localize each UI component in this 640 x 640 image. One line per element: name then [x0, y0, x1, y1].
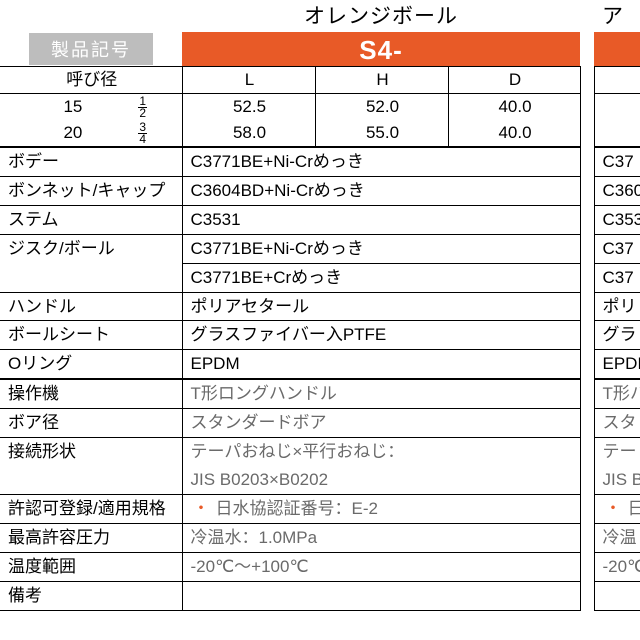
row-value: スタンダードボア	[182, 409, 580, 438]
product-title-1: オレンジボール	[182, 0, 580, 32]
row-value-2: ポリ	[594, 292, 640, 321]
product-code-value: S4-	[182, 32, 580, 66]
dim-H: 55.0	[315, 120, 448, 147]
row-value: C3531	[182, 205, 580, 234]
row-value-2: グラ	[594, 321, 640, 350]
spec-row: 最高許容圧力冷温水：1.0MPa 冷温	[0, 524, 640, 553]
spec-row: 温度範囲-20℃～+100℃ -20℃	[0, 552, 640, 581]
spec-table: 呼び径 L H D 15 12 52.5 52.0 40.0 20	[0, 66, 640, 611]
row-label: ステム	[0, 205, 182, 234]
row-value: T形ロングハンドル	[182, 379, 580, 408]
row-label: Oリング	[0, 350, 182, 379]
dim-header-H: H	[315, 67, 448, 94]
dim-H: 52.0	[315, 93, 448, 119]
dim-row: 15 12 52.5 52.0 40.0	[0, 93, 640, 119]
material-row: ステムC3531 C353	[0, 205, 640, 234]
row-label	[0, 466, 182, 494]
row-value-2	[594, 581, 640, 610]
row-value: C3771BE+Ni-Crめっき	[182, 234, 580, 263]
row-label: ボンネット/キャップ	[0, 176, 182, 205]
material-row: ジスク/ボールC3771BE+Ni-Crめっき C37	[0, 234, 640, 263]
row-label: 操作機	[0, 379, 182, 408]
row-value: 冷温水：1.0MPa	[182, 524, 580, 553]
row-label: 温度範囲	[0, 552, 182, 581]
row-label: ジスク/ボール	[0, 234, 182, 263]
dim-frac: 34	[136, 122, 147, 145]
spec-row: 接続形状テーパおねじ×平行おねじ： テー	[0, 438, 640, 466]
dim-header-L: L	[182, 67, 315, 94]
row-value-2: JIS B	[594, 466, 640, 494]
product-code-label-wrap: 製品記号	[0, 32, 182, 66]
product-code-label: 製品記号	[29, 33, 153, 65]
row-label: 最高許容圧力	[0, 524, 182, 553]
row-value	[182, 581, 580, 610]
row-label: ボア径	[0, 409, 182, 438]
row-value: JIS B0203×B0202	[182, 466, 580, 494]
dim-header-D: D	[448, 67, 580, 94]
row-label: 接続形状	[0, 438, 182, 466]
material-row: OリングEPDMEPDM	[0, 350, 640, 379]
row-label: ボールシート	[0, 321, 182, 350]
spec-row: JIS B0203×B0202 JIS B	[0, 466, 640, 494]
row-value-2: テー	[594, 438, 640, 466]
row-value-2: C37	[594, 147, 640, 176]
row-label: ハンドル	[0, 292, 182, 321]
bullet-icon: ・	[603, 499, 628, 518]
row-value-2: EPDM	[594, 350, 640, 379]
row-value: EPDM	[182, 350, 580, 379]
product-title-2: ア	[580, 0, 640, 32]
row-value-2: C37	[594, 263, 640, 292]
row-label: 許認可登録/適用規格	[0, 495, 182, 524]
row-label: ボデー	[0, 147, 182, 176]
material-row: ボールシートグラスファイバー入PTFE グラ	[0, 321, 640, 350]
row-value-2: C360	[594, 176, 640, 205]
row-label: 備考	[0, 581, 182, 610]
row-value: ・日水協認証番号：E-2	[182, 495, 580, 524]
row-value-2: 冷温	[594, 524, 640, 553]
dim-row: 20 34 58.0 55.0 40.0	[0, 120, 640, 147]
material-row: ボデーC3771BE+Ni-Crめっき C37	[0, 147, 640, 176]
dim-size: 20	[36, 122, 82, 145]
spec-row: 備考	[0, 581, 640, 610]
row-value-2: -20℃	[594, 552, 640, 581]
row-value: C3771BE+Ni-Crめっき	[182, 147, 580, 176]
material-row: ボンネット/キャップC3604BD+Ni-Crめっき C360	[0, 176, 640, 205]
dim-size: 15	[36, 96, 82, 119]
spec-row: 許認可登録/適用規格・日水協認証番号：E-2 ・日	[0, 495, 640, 524]
dim-D: 40.0	[448, 93, 580, 119]
row-value: C3604BD+Ni-Crめっき	[182, 176, 580, 205]
row-label	[0, 263, 182, 292]
row-value-2: C37	[594, 234, 640, 263]
material-row: ハンドルポリアセタールポリ	[0, 292, 640, 321]
row-value: -20℃～+100℃	[182, 552, 580, 581]
row-value-2: T形ハ	[594, 379, 640, 408]
dim-header-size: 呼び径	[0, 67, 182, 94]
row-value: ポリアセタール	[182, 292, 580, 321]
row-value-2: C353	[594, 205, 640, 234]
product-code-value-2	[594, 32, 640, 66]
spec-row: ボア径スタンダードボアスタ	[0, 409, 640, 438]
material-row: C3771BE+Crめっき C37	[0, 263, 640, 292]
row-value: テーパおねじ×平行おねじ：	[182, 438, 580, 466]
dim-D: 40.0	[448, 120, 580, 147]
row-value-2: スタ	[594, 409, 640, 438]
row-value: グラスファイバー入PTFE	[182, 321, 580, 350]
dim-frac: 12	[136, 96, 147, 119]
dim-L: 52.5	[182, 93, 315, 119]
dim-L: 58.0	[182, 120, 315, 147]
row-value-2: ・日	[594, 495, 640, 524]
spec-row: 操作機T形ロングハンドル T形ハ	[0, 379, 640, 408]
row-value: C3771BE+Crめっき	[182, 263, 580, 292]
bullet-icon: ・	[191, 499, 216, 518]
